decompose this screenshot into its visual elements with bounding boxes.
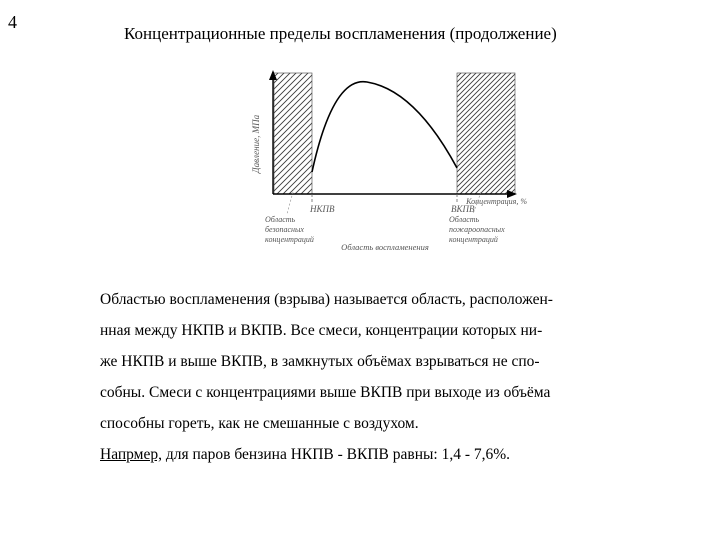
caption-right-3: концентраций: [449, 235, 498, 244]
y-axis-label: Давление, МПа: [251, 114, 261, 174]
body-line-5: способны гореть, как не смешанные с возд…: [100, 408, 660, 439]
x-axis-label: Концентрация, %: [465, 197, 527, 206]
pressure-curve: [312, 82, 457, 172]
caption-left-3: концентраций: [265, 235, 314, 244]
caption-mid: Область воспламенения: [341, 242, 429, 252]
body-line-2: нная между НКПВ и ВКПВ. Все смеси, конце…: [100, 315, 660, 346]
content-area: Концентрационные пределы воспламенения (…: [100, 24, 660, 470]
caption-left-1: Область: [265, 215, 296, 224]
caption-left-2: безопасных: [265, 225, 304, 234]
chart-figure: НКПВ ВКПВ Давление, МПа Концентрация, % …: [215, 64, 545, 254]
page-number: 4: [8, 12, 17, 33]
lead-line-left: [287, 192, 293, 214]
body-text: Областью воспламенения (взрыва) называет…: [100, 284, 660, 470]
body-line-4: собны. Смеси с концентрациями выше ВКПВ …: [100, 377, 660, 408]
nkpv-label: НКПВ: [309, 204, 335, 214]
example-label: Напрмер,: [100, 446, 162, 463]
caption-right-2: пожароопасных: [449, 225, 505, 234]
caption-right-1: Область: [449, 215, 480, 224]
hatched-region-right: [457, 73, 515, 194]
flammability-chart: НКПВ ВКПВ Давление, МПа Концентрация, % …: [215, 64, 545, 254]
example-text: для паров бензина НКПВ - ВКПВ равны: 1,4…: [162, 446, 510, 463]
body-line-3: же НКПВ и выше ВКПВ, в замкнутых объёмах…: [100, 346, 660, 377]
hatched-region-left: [274, 73, 312, 194]
body-line-1: Областью воспламенения (взрыва) называет…: [100, 284, 660, 315]
body-line-6: Напрмер, для паров бензина НКПВ - ВКПВ р…: [100, 439, 660, 470]
page-title: Концентрационные пределы воспламенения (…: [100, 24, 660, 44]
